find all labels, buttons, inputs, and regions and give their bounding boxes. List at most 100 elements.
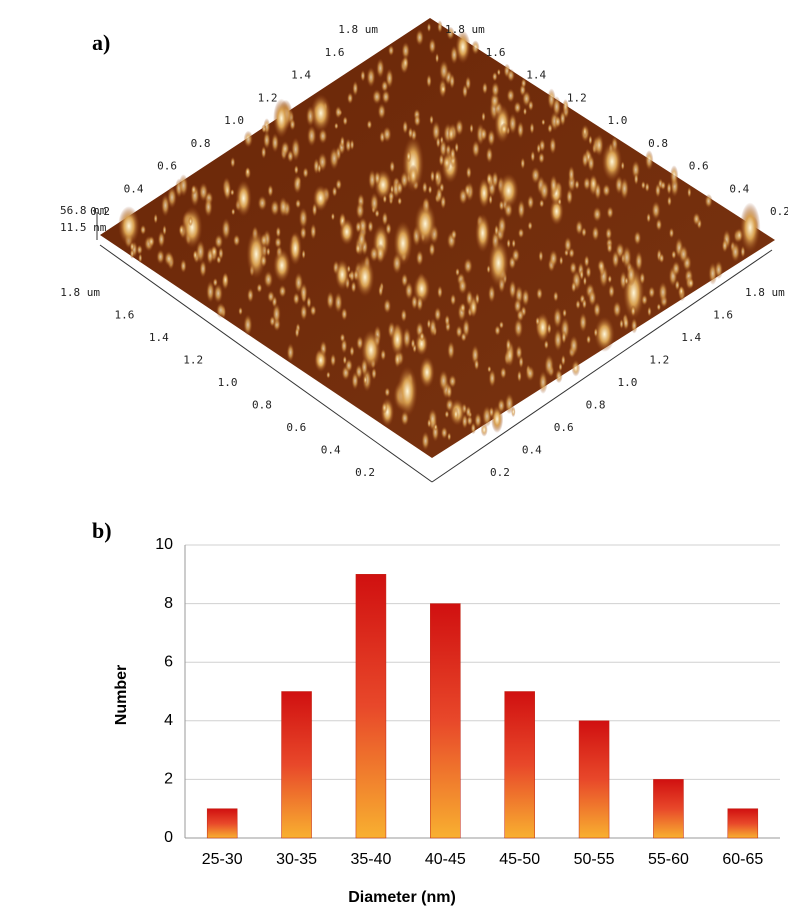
afm-tick-label: 1.2 bbox=[567, 91, 587, 104]
peak bbox=[426, 418, 432, 429]
peak bbox=[644, 182, 650, 193]
peak bbox=[318, 128, 328, 145]
peak bbox=[140, 224, 147, 236]
peak bbox=[447, 125, 455, 143]
peak bbox=[527, 99, 534, 112]
peak bbox=[578, 312, 588, 333]
peak bbox=[644, 150, 654, 171]
peak bbox=[671, 260, 681, 277]
peak bbox=[714, 260, 724, 279]
peak bbox=[530, 150, 536, 163]
peak bbox=[232, 234, 241, 247]
afm-tick-label: 1.2 bbox=[649, 354, 669, 367]
peak bbox=[740, 245, 746, 258]
afm-tick-label: 1.2 bbox=[183, 354, 203, 367]
peak bbox=[367, 220, 374, 234]
peak bbox=[471, 40, 480, 55]
peak bbox=[687, 186, 692, 198]
peak bbox=[342, 115, 348, 126]
peak bbox=[471, 140, 481, 159]
peak bbox=[153, 213, 158, 224]
peak bbox=[465, 289, 474, 308]
peak bbox=[633, 230, 642, 246]
peak bbox=[612, 300, 622, 319]
peak bbox=[415, 332, 429, 356]
peak bbox=[257, 195, 268, 211]
peak bbox=[594, 316, 615, 352]
peak bbox=[569, 335, 579, 357]
peak bbox=[382, 126, 392, 143]
peak bbox=[273, 248, 291, 283]
peak bbox=[330, 212, 335, 221]
peak bbox=[360, 69, 366, 82]
peak bbox=[261, 124, 267, 134]
peak bbox=[375, 243, 386, 264]
peak bbox=[581, 298, 587, 310]
peak bbox=[671, 249, 677, 260]
afm-tick-label: 0.4 bbox=[522, 444, 542, 457]
peak bbox=[461, 413, 469, 430]
peak bbox=[212, 277, 218, 288]
panel-label: b) bbox=[92, 518, 112, 543]
peak bbox=[438, 153, 445, 167]
peak bbox=[267, 290, 275, 303]
peak bbox=[426, 22, 432, 33]
peak bbox=[389, 160, 396, 174]
peak bbox=[278, 196, 288, 218]
afm-tick-label: 1.0 bbox=[608, 114, 628, 127]
x-tick-label: 55-60 bbox=[648, 851, 689, 868]
peak bbox=[687, 277, 695, 289]
peak bbox=[267, 184, 274, 198]
afm-tick-label: 0.8 bbox=[648, 137, 668, 150]
peak bbox=[446, 26, 455, 41]
peak bbox=[520, 157, 526, 170]
afm-tick-label: 1.6 bbox=[115, 309, 135, 322]
afm-tick-label: 1.4 bbox=[291, 69, 311, 82]
peak bbox=[589, 173, 598, 193]
peak bbox=[273, 98, 290, 139]
peak bbox=[300, 303, 308, 321]
peak bbox=[498, 173, 519, 209]
bar bbox=[653, 779, 684, 839]
peak bbox=[377, 103, 386, 120]
peak bbox=[181, 206, 203, 249]
peak bbox=[429, 114, 434, 125]
peak bbox=[497, 398, 506, 414]
peak bbox=[129, 241, 135, 252]
peak bbox=[588, 289, 597, 307]
peak bbox=[640, 180, 646, 190]
peak bbox=[384, 387, 391, 398]
peak bbox=[180, 258, 187, 274]
peak bbox=[526, 194, 535, 210]
peak bbox=[428, 38, 437, 55]
z-label: 56.8 nm bbox=[60, 204, 107, 217]
peak bbox=[390, 322, 405, 356]
peak bbox=[355, 201, 365, 220]
peak bbox=[491, 170, 499, 189]
peak bbox=[329, 147, 340, 170]
peak bbox=[340, 307, 348, 321]
peak bbox=[593, 327, 599, 338]
peak bbox=[588, 134, 593, 146]
afm-tick-label: 0.6 bbox=[157, 160, 177, 173]
afm-tick-label: 0.4 bbox=[321, 444, 341, 457]
peak bbox=[213, 283, 224, 304]
peak bbox=[504, 393, 515, 415]
peak bbox=[586, 334, 592, 345]
peak bbox=[266, 246, 271, 257]
peak bbox=[162, 224, 167, 236]
peak bbox=[350, 280, 357, 294]
peak bbox=[488, 238, 509, 287]
y-tick-label: 8 bbox=[164, 595, 173, 612]
peak bbox=[271, 132, 280, 153]
peak bbox=[210, 245, 218, 259]
peak bbox=[383, 298, 392, 314]
peak bbox=[339, 333, 346, 343]
peak bbox=[326, 290, 335, 311]
afm-tick-label: 1.0 bbox=[618, 376, 638, 389]
afm-tick-label: 0.6 bbox=[286, 421, 306, 434]
peak bbox=[513, 317, 524, 339]
peak bbox=[292, 174, 302, 194]
peak bbox=[593, 301, 601, 318]
afm-tick-label: 0.2 bbox=[490, 466, 510, 479]
